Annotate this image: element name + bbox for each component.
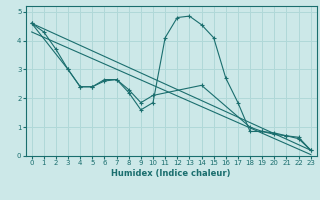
- X-axis label: Humidex (Indice chaleur): Humidex (Indice chaleur): [111, 169, 231, 178]
